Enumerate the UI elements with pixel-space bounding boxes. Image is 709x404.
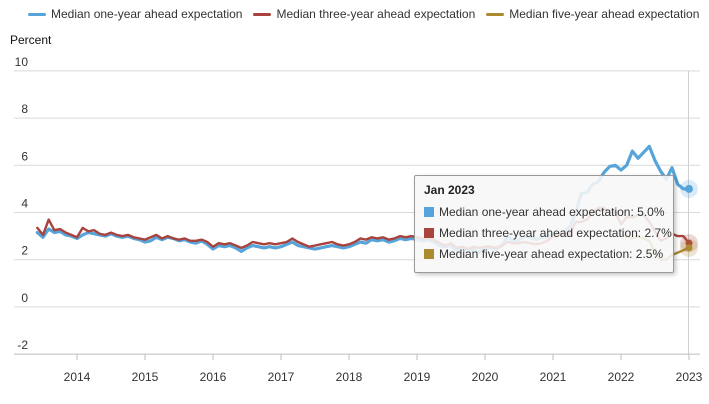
legend: Median one-year ahead expectation Median… xyxy=(28,7,709,21)
svg-text:-2: -2 xyxy=(17,338,28,352)
tooltip-swatch-three-year xyxy=(424,228,434,238)
svg-text:8: 8 xyxy=(21,102,28,116)
svg-text:2: 2 xyxy=(21,244,28,258)
legend-line-swatch-one-year xyxy=(28,12,46,16)
tooltip-row-three-year: Median three-year ahead expectation2.7% xyxy=(424,223,672,244)
legend-line-swatch-three-year xyxy=(253,12,272,16)
tooltip-label-five-year: Median five-year ahead expectation xyxy=(439,247,636,261)
legend-label-five-year: Median five-year ahead expectation xyxy=(509,7,700,21)
svg-text:2017: 2017 xyxy=(268,370,295,384)
y-axis-title: Percent xyxy=(10,33,52,47)
tooltip-swatch-five-year xyxy=(424,249,434,259)
x-axis-labels: 2014 2015 2016 2017 2018 2019 2020 2021 2022 2023 xyxy=(64,370,703,384)
tooltip-value-five-year: 2.5% xyxy=(635,247,664,261)
tooltip-swatch-one-year xyxy=(424,207,434,217)
legend-label-one-year: Median one-year ahead expectation xyxy=(51,7,243,21)
tooltip-value-three-year: 2.7% xyxy=(644,226,672,240)
svg-text:2022: 2022 xyxy=(608,370,635,384)
svg-text:10: 10 xyxy=(15,55,29,69)
svg-text:2015: 2015 xyxy=(132,370,159,384)
svg-text:4: 4 xyxy=(21,197,28,211)
tooltip-value-one-year: 5.0% xyxy=(637,205,665,219)
legend-item-three-year[interactable]: Median three-year ahead expectation xyxy=(253,7,475,21)
legend-label-three-year: Median three-year ahead expectation xyxy=(276,7,476,21)
hover-marker-five-year xyxy=(680,238,698,257)
tooltip-title: Jan 2023 xyxy=(424,183,475,197)
tooltip-label-three-year: Median three-year ahead expectation xyxy=(439,226,644,240)
legend-item-one-year[interactable]: Median one-year ahead expectation xyxy=(28,7,242,21)
tooltip-label-one-year: Median one-year ahead expectation xyxy=(439,205,637,219)
y-axis-labels: 10 8 6 4 2 0 -2 xyxy=(15,55,29,352)
gridlines xyxy=(14,70,700,355)
x-axis xyxy=(76,354,690,361)
hover-marker-one-year xyxy=(680,179,698,198)
svg-text:6: 6 xyxy=(21,149,28,163)
svg-text:2020: 2020 xyxy=(472,370,499,384)
svg-text:2019: 2019 xyxy=(404,370,431,384)
svg-text:0: 0 xyxy=(21,291,28,305)
legend-line-swatch-five-year xyxy=(486,12,505,16)
svg-text:2018: 2018 xyxy=(336,370,363,384)
svg-text:2021: 2021 xyxy=(540,370,567,384)
tooltip: Jan 2023 Median one-year ahead expectati… xyxy=(414,175,674,273)
legend-item-five-year[interactable]: Median five-year ahead expectation xyxy=(486,7,699,21)
svg-text:2014: 2014 xyxy=(64,370,91,384)
tooltip-row-five-year: Median five-year ahead expectation2.5% xyxy=(424,244,664,265)
svg-text:2016: 2016 xyxy=(200,370,227,384)
tooltip-row-one-year: Median one-year ahead expectation5.0% xyxy=(424,202,665,223)
svg-text:2023: 2023 xyxy=(676,370,703,384)
